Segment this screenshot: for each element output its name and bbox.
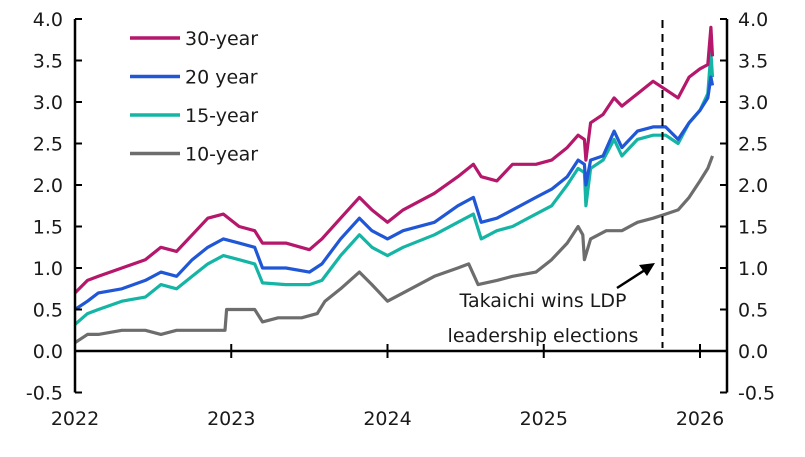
series-layer [73,25,715,345]
right-y-tick-label: 1.0 [738,258,768,280]
right-y-tick-label: -0.5 [738,383,775,405]
series-line-15-year [73,50,715,326]
legend-label: 20 year [185,67,258,89]
left-y-tick-label: 4.0 [33,9,63,31]
left-y-tick-label: 3.0 [33,92,63,114]
legend-label: 15-year [185,105,258,127]
right-y-tick-label: 0.5 [738,300,768,322]
left-y-tick-label: 0.5 [33,300,63,322]
x-tick-label: 2023 [207,408,255,430]
left-y-tick-label: 0.0 [33,341,63,363]
left-y-tick-label: 3.5 [33,51,63,73]
x-tick-label: 2025 [520,408,568,430]
right-y-tick-label: 2.5 [738,134,768,156]
left-y-tick-label: 2.5 [33,134,63,156]
x-tick-label: 2022 [51,408,99,430]
event-annotation-line2: leadership elections [448,325,639,347]
x-tick-label: 2024 [363,408,411,430]
event-annotation-line1: Takaichi wins LDP [459,290,627,312]
legend: 30-year 20 year 15-year 10-year [130,28,258,166]
right-y-tick-label: 2.0 [738,175,768,197]
left-y-tick-label: 1.0 [33,258,63,280]
right-y-tick-label: 4.0 [738,9,768,31]
right-y-tick-label: 0.0 [738,341,768,363]
legend-label: 10-year [185,144,258,166]
left-y-tick-label: 2.0 [33,175,63,197]
right-y-tick-label: 1.5 [738,217,768,239]
event-arrow [616,266,649,290]
left-y-tick-label: 1.5 [33,217,63,239]
right-y-tick-label: 3.5 [738,51,768,73]
series-line-20-year [74,75,715,311]
legend-label: 30-year [185,28,258,50]
right-y-tick-label: 3.0 [738,92,768,114]
event-arrowhead [639,263,655,276]
series-line-30-year [73,25,715,295]
series-line-10-year [74,155,714,345]
left-y-tick-label: -0.5 [26,383,63,405]
axes-layer: 4.0 4.0 3.5 3.5 3.0 3.0 2.5 2.5 2.0 2.0 1.5 1.5 1.0 1… [26,9,775,430]
x-tick-label: 2026 [676,408,724,430]
